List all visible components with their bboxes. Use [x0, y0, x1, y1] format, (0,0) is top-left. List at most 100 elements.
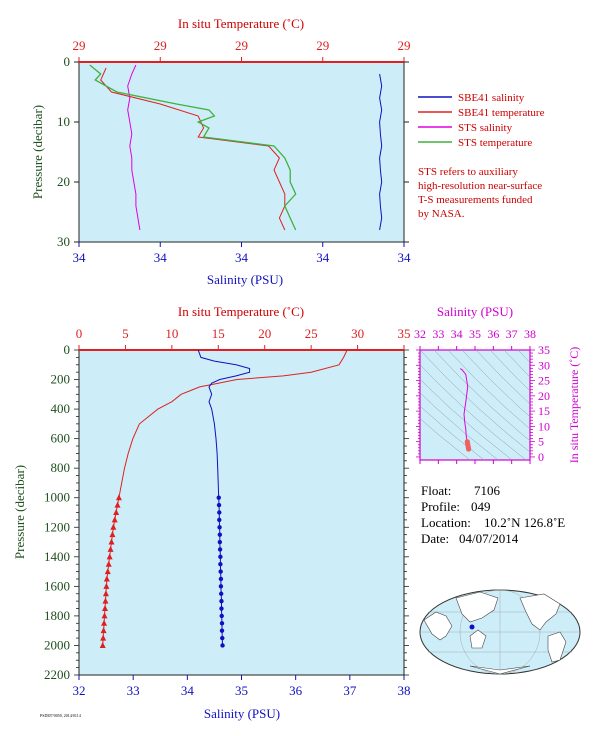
ts-points [460, 368, 472, 452]
series-salinity [197, 349, 251, 498]
density-contour-line [420, 392, 499, 460]
bottom-pressure-tick-label: 1200 [44, 519, 70, 534]
bottom-panel-sal-axis-title: Salinity (PSU) [204, 706, 280, 721]
bottom-sal-tick-label: 35 [235, 683, 248, 698]
bottom-panel-temp-axis-title: In situ Temperature (˚C) [178, 304, 304, 319]
ts-temp-tick-label: 15 [538, 404, 550, 418]
density-contour-line [420, 350, 530, 453]
density-contour-line [420, 378, 513, 460]
temperature-sample-point [103, 575, 110, 582]
temperature-sample-point [100, 627, 107, 634]
top-pressure-tick-label: 30 [57, 234, 70, 249]
salinity-sample-point [217, 510, 222, 515]
profile-label: Profile: [421, 499, 460, 514]
bottom-temp-tick-label: 5 [122, 326, 129, 341]
bottom-pressure-tick-label: 400 [51, 401, 71, 416]
date-value: 04/07/2014 [459, 531, 519, 546]
location-label: Location: [421, 515, 471, 530]
ts-temp-tick-label: 35 [538, 343, 550, 357]
annotation-line-4: by NASA. [418, 208, 465, 220]
salinity-sample-point [218, 569, 223, 574]
bottom-sal-tick-label: 34 [181, 683, 195, 698]
bottom-pressure-tick-label: 600 [51, 431, 71, 446]
land-australia [469, 629, 487, 649]
bottom-sal-tick-label: 37 [343, 683, 357, 698]
temperature-sample-point [115, 494, 122, 501]
density-contour-line [503, 350, 530, 378]
salinity-sample-point [217, 532, 223, 537]
salinity-sample-point [216, 495, 221, 500]
ts-temp-axis-title: In situ Temperature (˚C) [567, 347, 581, 464]
temperature-sample-point [113, 509, 120, 515]
bottom-temp-tick-label: 25 [305, 326, 318, 341]
series-sts-salinity [127, 64, 141, 231]
top-temp-tick-label: 29 [154, 38, 167, 53]
temperature-sample-point [114, 501, 121, 508]
full-profile-panel: In situ Temperature (˚C) 0 5 10 15 20 25 30 35 … [12, 304, 411, 721]
ts-sal-tick-label: 36 [487, 327, 499, 341]
bottom-temp-tick-label: 30 [351, 326, 364, 341]
temperature-sample-point [110, 523, 117, 530]
float-location-marker [469, 624, 475, 630]
legend-label: SBE41 temperature [458, 107, 545, 119]
land-asia [455, 591, 499, 623]
ts-diagram-panel: Salinity (PSU) 32 33 34 35 36 37 38 05 10152025… [414, 304, 581, 464]
top-panel-sal-axis-title: Salinity (PSU) [207, 272, 283, 287]
ts-temp-tick-label: 5 [538, 435, 544, 449]
float-info: Float: 7106 Profile: 049 Location: 10.2˚… [421, 483, 565, 546]
salinity-sample-point [218, 554, 223, 560]
ts-temp-tick-label: 30 [538, 358, 550, 372]
density-contour-line [433, 350, 530, 442]
bottom-sal-tick-label: 38 [398, 683, 411, 698]
density-contour-line [489, 350, 530, 392]
salinity-sample-point [219, 621, 225, 626]
salinity-sample-point [217, 525, 222, 530]
top-plot-area [78, 61, 405, 243]
top-temp-tick-label: 29 [235, 38, 248, 53]
top-sal-tick-label: 34 [73, 250, 87, 265]
ts-temp-tick-label: 10 [538, 419, 550, 433]
annotation-line-1: STS refers to auxiliary [418, 166, 518, 178]
bottom-panel-temp-ticks: 0 5 10 15 20 25 30 35 [76, 326, 411, 350]
bottom-panel-pressure-axis-title: Pressure (decibar) [12, 465, 27, 559]
top-pressure-tick-label: 0 [64, 54, 71, 69]
bottom-temp-tick-label: 35 [398, 326, 411, 341]
top-panel-series [89, 64, 383, 231]
ts-sal-tick-label: 34 [451, 327, 463, 341]
salinity-sample-point [219, 628, 225, 633]
salinity-sample-point [217, 517, 222, 523]
ts-temp-tick-label: 0 [538, 450, 544, 464]
salinity-sample-point [219, 613, 224, 619]
land-south-america [547, 631, 567, 663]
ts-sal-tick-label: 35 [469, 327, 481, 341]
salinity-sample-point [217, 539, 223, 545]
temperature-sample-point [102, 605, 108, 612]
top-panel-temp-ticks: 29 29 29 29 29 [73, 38, 411, 62]
bottom-temp-tick-label: 15 [212, 326, 225, 341]
salinity-sample-point [219, 598, 224, 604]
temperature-sample-point [102, 597, 109, 604]
date-label: Date: [421, 531, 449, 546]
bottom-pressure-tick-label: 1800 [44, 608, 70, 623]
top-sal-tick-label: 34 [398, 250, 412, 265]
temperature-sample-point [103, 582, 110, 589]
profile-value: 049 [471, 499, 491, 514]
map-land [423, 591, 567, 675]
top-sal-tick-label: 34 [154, 250, 168, 265]
salinity-sample-point [217, 547, 223, 552]
land-north-america [519, 593, 561, 631]
land-antarctica [469, 665, 531, 675]
bottom-pressure-tick-label: 2000 [44, 637, 70, 652]
series-sbe41-temperature [100, 67, 286, 231]
ts-temp-tick-label: 25 [538, 374, 550, 388]
bottom-pressure-tick-label: 1400 [44, 549, 70, 564]
ts-sal-tick-label: 33 [432, 327, 444, 341]
surface-profile-panel: In situ Temperature (˚C) 29 29 29 29 29 34 34… [30, 16, 411, 287]
temperature-sample-point [106, 553, 113, 560]
top-panel-pressure-axis-title: Pressure (decibar) [30, 105, 45, 199]
temperature-sample-point [101, 619, 108, 626]
ts-deep-point [465, 446, 472, 452]
ts-sal-tick-label: 38 [524, 327, 536, 341]
density-contour-line [461, 350, 530, 418]
